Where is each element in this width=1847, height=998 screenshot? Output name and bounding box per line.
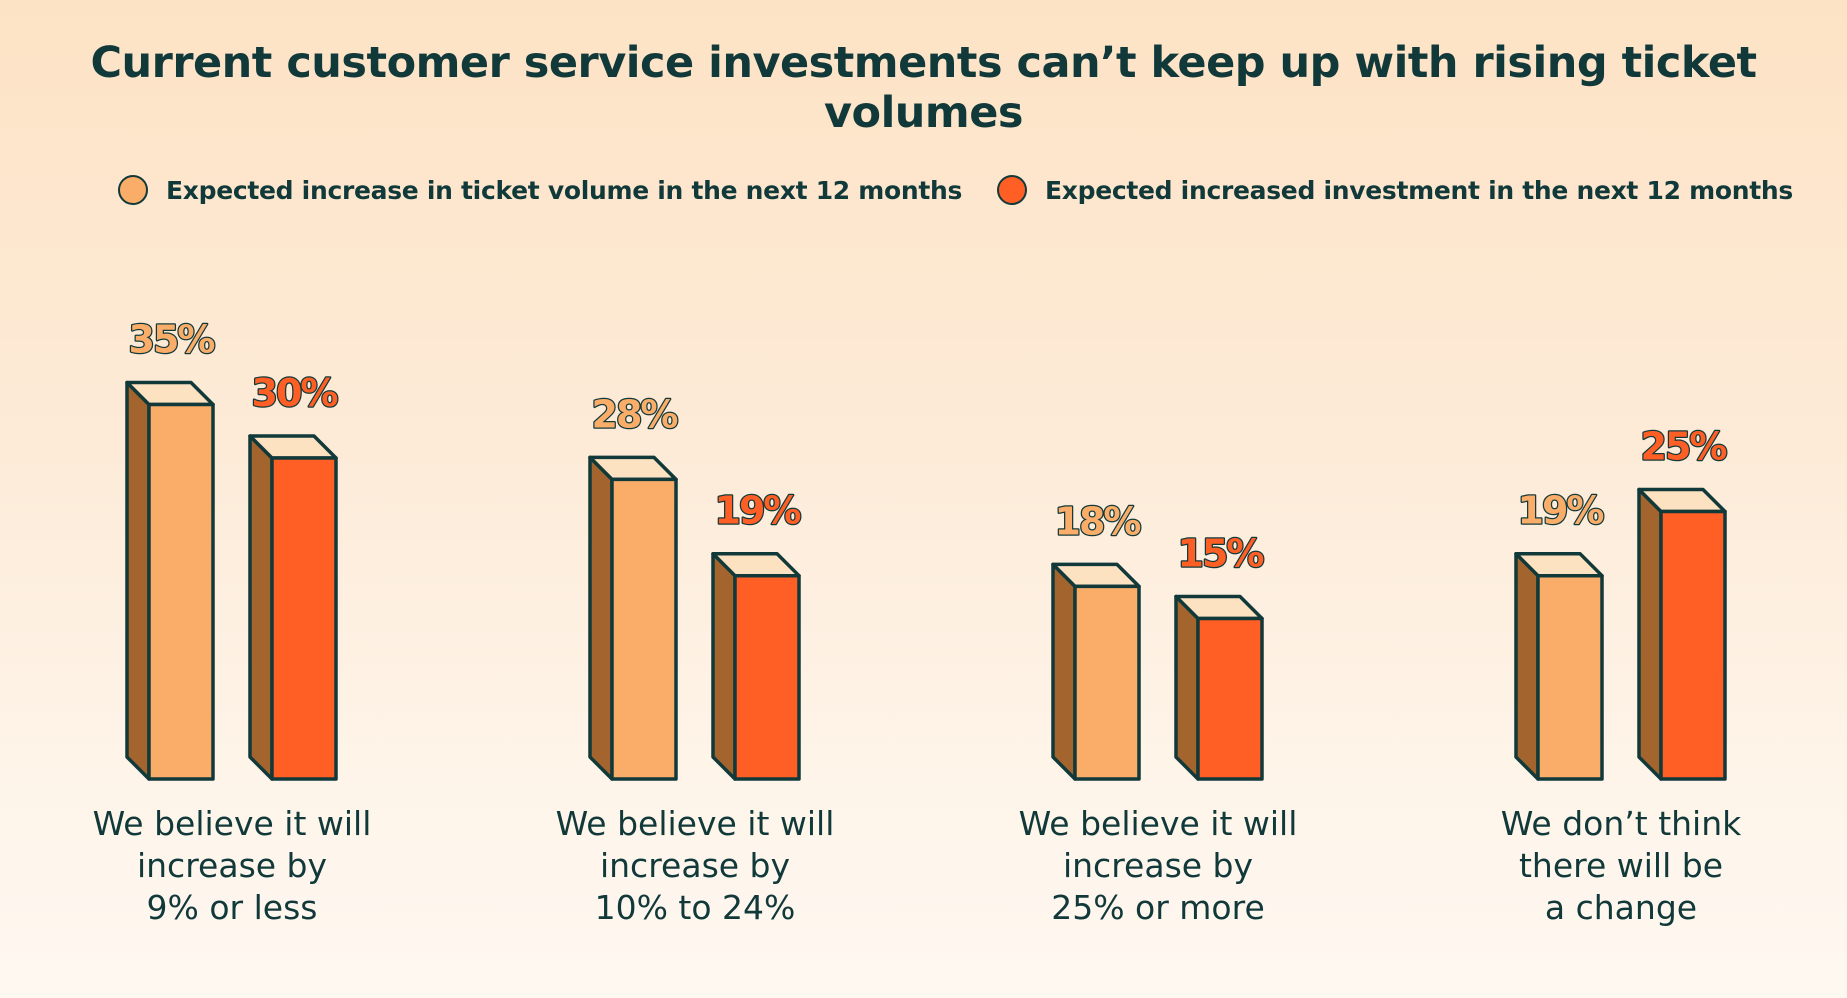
data-label-ticket-volume-3: 18%	[1055, 499, 1141, 543]
bar-ticket-volume-2	[588, 455, 678, 781]
legend-item-investment: Expected increased investment in the nex…	[997, 175, 1793, 205]
bar-front-face	[270, 456, 338, 781]
bar-front-face	[733, 573, 801, 781]
data-label-ticket-volume-1: 35%	[129, 318, 215, 362]
bar-side-face	[1637, 487, 1663, 781]
bar-front-face	[1659, 509, 1727, 781]
bar-side-face	[1051, 562, 1077, 781]
bar-investment-3	[1174, 594, 1264, 781]
bar-side-face	[1174, 594, 1200, 781]
data-label-investment-4: 25%	[1641, 425, 1727, 469]
bar-side-face	[588, 455, 614, 781]
bar-side-face	[248, 434, 274, 781]
bar-front-face	[1073, 584, 1141, 781]
category-label-1: We believe it will increase by 9% or les…	[92, 804, 372, 927]
bar-ticket-volume-4	[1514, 551, 1604, 781]
bar-side-face	[711, 551, 737, 781]
bar-front-face	[147, 402, 215, 781]
legend-label-investment: Expected increased investment in the nex…	[1045, 175, 1793, 205]
data-label-ticket-volume-2: 28%	[592, 392, 678, 436]
legend-swatch-investment	[997, 175, 1027, 205]
bar-side-face	[125, 380, 151, 781]
bar-ticket-volume-1	[125, 380, 215, 781]
bar-front-face	[1196, 616, 1264, 781]
bar-investment-2	[711, 551, 801, 781]
legend-label-ticket-volume: Expected increase in ticket volume in th…	[166, 175, 963, 205]
category-label-2: We believe it will increase by 10% to 24…	[555, 804, 835, 927]
legend-item-ticket-volume: Expected increase in ticket volume in th…	[118, 175, 962, 205]
bar-front-face	[610, 477, 678, 781]
page-title: Current customer service investments can…	[90, 38, 1757, 138]
legend: Expected increase in ticket volume in th…	[0, 175, 1847, 215]
legend-swatch-ticket-volume	[118, 175, 148, 205]
category-label-3: We believe it will increase by 25% or mo…	[1018, 804, 1298, 927]
data-label-investment-3: 15%	[1178, 532, 1264, 576]
data-label-investment-2: 19%	[715, 489, 801, 533]
bar-front-face	[1536, 573, 1604, 781]
data-label-ticket-volume-4: 19%	[1518, 489, 1604, 533]
bar-ticket-volume-3	[1051, 562, 1141, 781]
bar-side-face	[1514, 551, 1540, 781]
bar-investment-1	[248, 434, 338, 781]
data-label-investment-1: 30%	[252, 371, 338, 415]
category-label-4: We don’t think there will be a change	[1500, 804, 1742, 927]
bar-investment-4	[1637, 487, 1727, 781]
